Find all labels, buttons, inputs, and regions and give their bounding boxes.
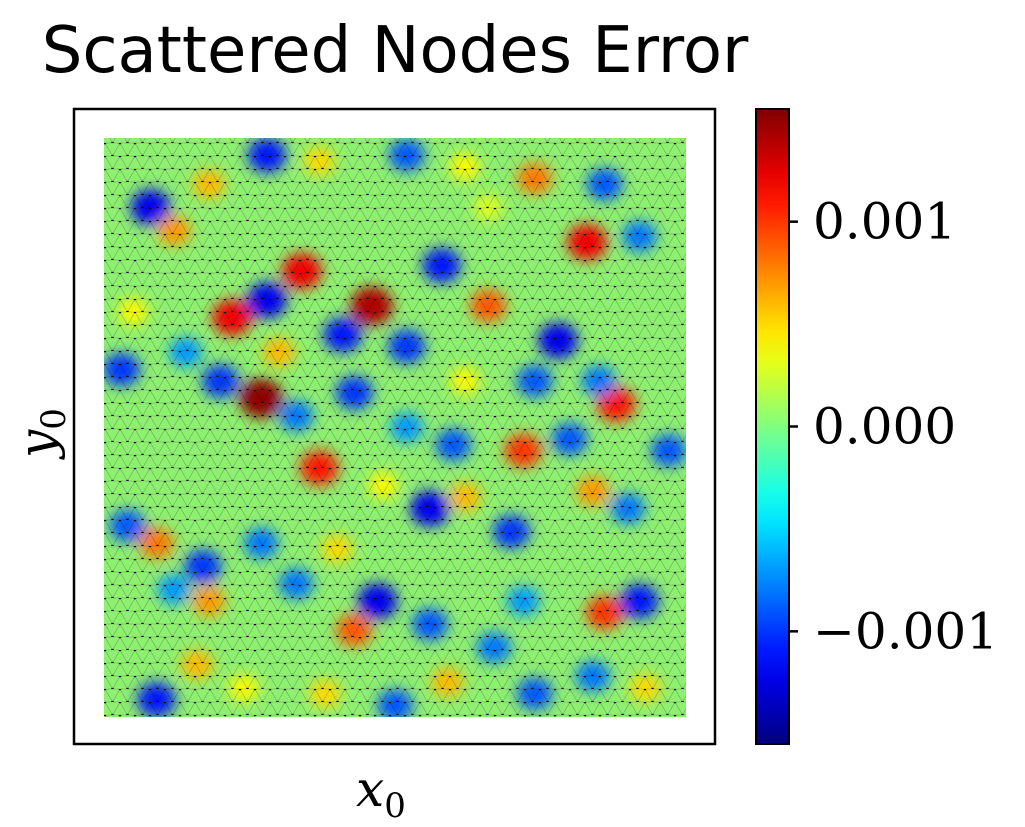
y-axis-label: y0 xyxy=(8,408,74,458)
colorbar-tick-label: −0.001 xyxy=(813,602,998,660)
axes-frame xyxy=(72,107,717,746)
chart-title: Scattered Nodes Error xyxy=(41,14,749,88)
colorbar xyxy=(755,108,790,745)
colorbar-ticks: −0.001 0.000 0.001 xyxy=(789,193,998,660)
plot-area xyxy=(104,138,686,717)
colorbar-tick-label: 0.001 xyxy=(813,193,956,251)
triangulation-mesh xyxy=(104,138,686,717)
colorbar-tick-label: 0.000 xyxy=(813,398,956,456)
x-axis-label: x0 xyxy=(356,760,406,826)
